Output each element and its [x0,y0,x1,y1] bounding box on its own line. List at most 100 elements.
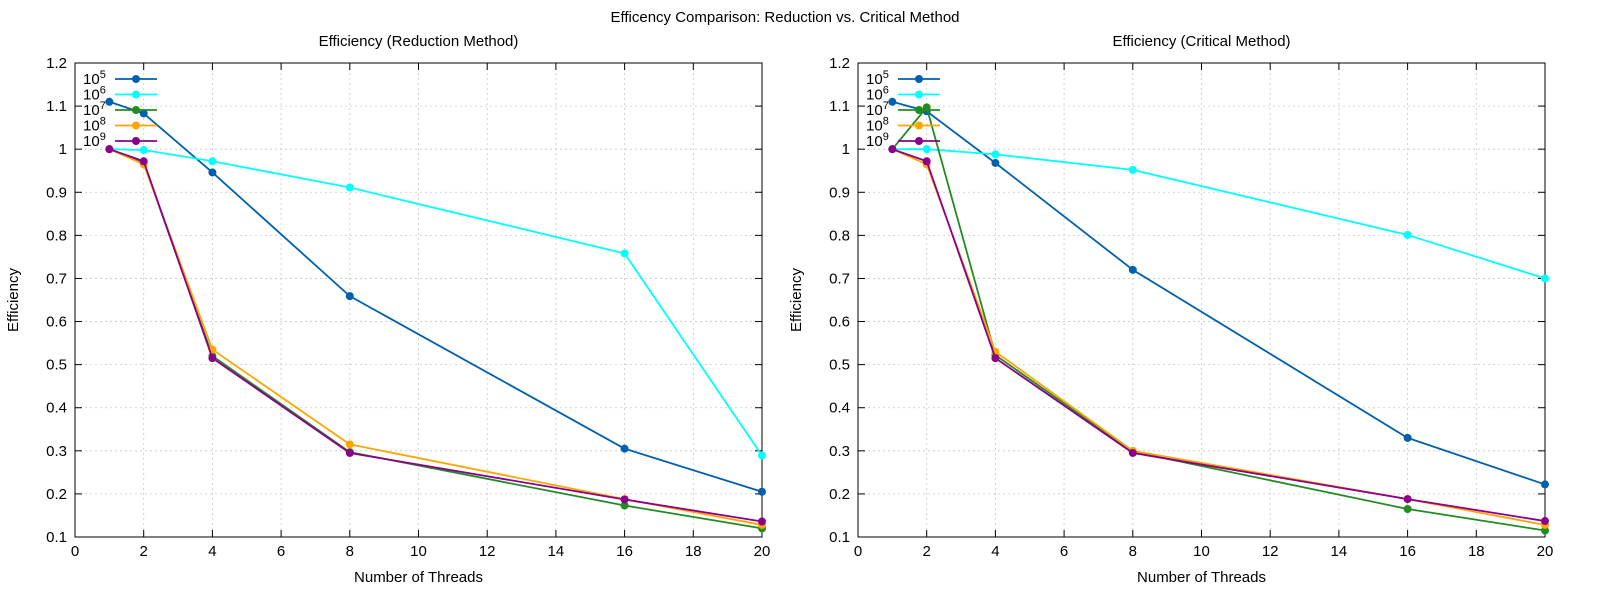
legend-label: 107 [83,100,106,119]
y-tick-label: 0.9 [829,184,850,201]
x-tick-label: 4 [991,543,999,560]
x-tick-label: 6 [277,543,285,560]
legend-swatch-point [915,106,923,114]
data-point [1403,504,1412,513]
legend-swatch-point [915,137,923,145]
legend-swatch-point [915,75,923,83]
data-point [208,157,217,166]
y-axis-label: Efficiency [788,268,805,332]
legend-item: 108 [83,116,157,135]
data-point [991,354,1000,363]
y-tick-label: 1.2 [46,55,67,72]
data-point [620,249,629,258]
data-point [620,495,629,504]
x-tick-label: 10 [410,543,427,560]
series-line-3 [109,148,763,530]
x-tick-label: 16 [1399,543,1416,560]
data-point [208,168,217,177]
y-tick-label: 0.6 [829,314,850,331]
y-tick-label: 0.9 [46,184,67,201]
x-tick-label: 10 [1193,543,1210,560]
data-point [1541,274,1549,283]
data-point [105,145,114,154]
legend-swatch-point [915,121,923,130]
y-tick-label: 1 [842,141,850,158]
data-point [922,157,931,166]
data-point [1128,265,1137,274]
y-tick-label: 0.3 [829,443,850,460]
x-tick-label: 2 [923,543,931,560]
series-line-1 [892,100,1546,486]
x-tick-label: 12 [1262,543,1279,560]
y-tick-label: 1.1 [46,98,67,115]
chart-title: Efficiency (Reduction Method) [319,33,519,50]
data-point [888,145,897,154]
legend-label: 109 [866,131,889,150]
data-point [1403,495,1412,504]
legend-swatch-point [132,121,140,130]
y-tick-label: 0.4 [829,400,850,417]
data-point [620,501,629,510]
x-tick-label: 0 [854,543,862,560]
legend-label: 109 [83,131,106,150]
y-tick-label: 0.7 [46,270,67,287]
data-point [345,448,354,457]
plot-frame [74,62,763,538]
data-point [758,517,766,526]
y-tick-label: 0.8 [829,227,850,244]
data-point [758,487,766,496]
data-point [139,157,148,166]
series-line-5 [892,148,1546,522]
y-tick-label: 0.4 [46,400,67,417]
data-point [991,150,1000,159]
legend-swatch-point [132,106,140,114]
legend-swatch-point [915,90,923,99]
x-tick-label: 20 [1537,543,1554,560]
data-point [1403,230,1412,239]
series-line-2 [892,148,1546,280]
x-tick-label: 16 [616,543,633,560]
legend-label: 105 [866,69,889,88]
data-point [1128,448,1137,457]
x-tick-label: 0 [71,543,79,560]
series-line-3 [891,106,1546,532]
y-tick-label: 0.1 [46,529,67,546]
y-tick-label: 0.1 [829,529,850,546]
x-tick-label: 2 [140,543,148,560]
figure-title: Efficency Comparison: Reduction vs. Crit… [610,9,959,26]
y-tick-label: 0.2 [829,486,850,503]
legend-swatch-point [132,75,140,83]
y-tick-label: 0.7 [829,270,850,287]
x-tick-label: 18 [1468,543,1485,560]
y-tick-label: 0.2 [46,486,67,503]
data-point [888,97,897,106]
legend-item: 109 [83,131,157,150]
data-point [991,158,1000,167]
data-point [105,97,114,106]
x-tick-label: 20 [754,543,771,560]
legend-item: 106 [83,85,157,104]
legend-label: 108 [83,116,106,135]
data-point [620,444,629,453]
series-line-2 [109,148,763,457]
legend-swatch-point [132,137,140,145]
x-tick-label: 4 [208,543,216,560]
legend-item: 106 [866,85,940,104]
x-axis-label: Number of Threads [1137,569,1266,586]
y-tick-label: 0.3 [46,443,67,460]
data-point [758,451,766,460]
data-point [345,440,354,449]
data-point [1541,480,1549,489]
data-point [139,146,148,155]
y-tick-label: 0.8 [46,227,67,244]
legend-label: 106 [866,85,889,104]
data-point [139,109,148,118]
legend-item: 107 [83,100,157,119]
y-tick-label: 0.5 [46,357,67,374]
y-tick-label: 1.1 [829,98,850,115]
y-tick-label: 1 [59,141,67,158]
chart-title: Efficiency (Critical Method) [1112,33,1290,50]
y-tick-label: 0.5 [829,357,850,374]
